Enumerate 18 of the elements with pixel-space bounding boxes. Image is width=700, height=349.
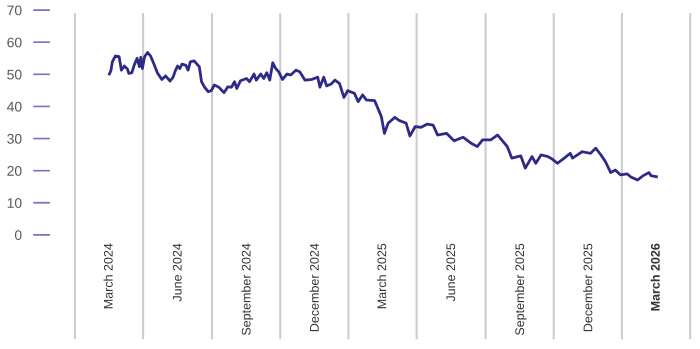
x-tick-label: March 2026 bbox=[650, 244, 660, 310]
y-tick-label: 50 bbox=[7, 70, 22, 80]
x-tick-label: March 2025 bbox=[377, 244, 386, 308]
y-tick-label: 30 bbox=[7, 134, 22, 144]
y-tick-label: 70 bbox=[7, 5, 22, 16]
x-tick-label: December 2024 bbox=[310, 244, 319, 332]
x-tick-label: September 2024 bbox=[241, 244, 254, 336]
x-tick-label: March 2024 bbox=[104, 244, 113, 308]
x-tick-label: December 2025 bbox=[583, 244, 592, 332]
y-tick-label: 60 bbox=[7, 38, 22, 48]
y-tick-label: 0 bbox=[14, 230, 22, 240]
x-tick-label: June 2025 bbox=[446, 244, 456, 302]
x-tick-label: September 2025 bbox=[514, 244, 527, 336]
y-tick-label: 20 bbox=[7, 166, 22, 176]
y-tick-label: 40 bbox=[6, 102, 22, 112]
line-series bbox=[108, 51, 658, 182]
y-tick-label: 10 bbox=[8, 198, 22, 208]
x-tick-label: June 2024 bbox=[172, 244, 182, 302]
